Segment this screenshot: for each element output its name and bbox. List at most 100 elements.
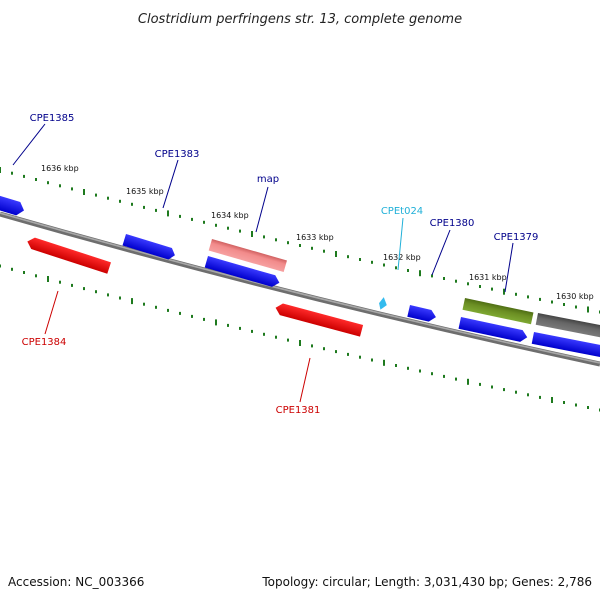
inner-tick-minor: [227, 323, 229, 327]
gene-right-blue[interactable]: [531, 332, 600, 358]
inner-tick-minor: [491, 385, 493, 389]
outer-tick-major: [503, 288, 505, 295]
tick-label-1635: 1635 kbp: [126, 187, 164, 196]
outer-tick-minor: [299, 244, 301, 247]
gene-CPE1384[interactable]: [25, 236, 111, 274]
outer-tick-minor: [143, 205, 145, 209]
tick-label-1634: 1634 kbp: [211, 211, 249, 220]
inner-tick-minor: [83, 287, 85, 291]
genome-backbone: [0, 211, 600, 367]
outer-tick-minor: [515, 292, 517, 296]
inner-tick-major: [215, 319, 217, 326]
outer-tick-minor: [359, 258, 361, 261]
gene-CPE1383[interactable]: [122, 234, 176, 261]
gene-labels: CPE1385 CPE1383 map CPEt024 CPE1380 CPE1…: [22, 113, 539, 416]
outer-tick-minor: [395, 266, 397, 270]
gene-CPEt024[interactable]: [378, 296, 389, 311]
outer-tick-minor: [287, 241, 289, 245]
gene-right-band[interactable]: [535, 313, 600, 339]
gene-map-band[interactable]: [208, 239, 287, 273]
outer-tick-major: [587, 306, 589, 313]
inner-tick-minor: [167, 308, 169, 312]
gene-label-CPE1385[interactable]: CPE1385: [30, 113, 75, 124]
outer-tick-minor: [107, 196, 109, 200]
inner-tick-minor: [143, 302, 145, 306]
outer-tick-minor: [431, 274, 433, 278]
inner-tick-minor: [323, 347, 325, 351]
gene-label-CPEt024[interactable]: CPEt024: [381, 206, 423, 217]
outer-tick-minor: [71, 187, 73, 191]
gene-CPE1381[interactable]: [274, 302, 364, 337]
outer-tick-minor: [35, 178, 37, 181]
map-title: Clostridium perfringens str. 13, complet…: [138, 12, 462, 27]
outer-tick-track: [0, 167, 600, 314]
outer-tick-minor: [59, 184, 61, 188]
tick-label-1630: 1630 kbp: [556, 292, 594, 301]
inner-tick-minor: [563, 401, 565, 404]
outer-tick-minor: [215, 223, 217, 227]
outer-tick-major: [251, 231, 253, 237]
gene-label-CPE1381[interactable]: CPE1381: [276, 405, 321, 416]
gene-label-map[interactable]: map: [257, 174, 279, 185]
gene-label-CPE1379[interactable]: CPE1379: [494, 232, 539, 243]
outer-tick-minor: [575, 305, 577, 309]
outer-tick-minor: [563, 303, 565, 306]
gene-CPE1385[interactable]: [0, 193, 26, 217]
outer-tick-major: [0, 167, 1, 173]
outer-tick-minor: [227, 226, 229, 230]
inner-tick-minor: [443, 374, 445, 378]
inner-tick-minor: [527, 393, 529, 397]
outer-tick-major: [83, 189, 85, 195]
outer-tick-minor: [263, 235, 265, 239]
gene-label-CPE1380[interactable]: CPE1380: [430, 218, 475, 229]
outer-tick-minor: [239, 229, 241, 233]
inner-tick-minor: [479, 382, 481, 386]
inner-tick-major: [299, 340, 301, 346]
gene-map[interactable]: [204, 256, 281, 288]
outer-tick-minor: [155, 208, 157, 212]
inner-tick-minor: [395, 364, 397, 367]
inner-tick-minor: [347, 352, 349, 356]
outer-tick-minor: [467, 282, 469, 286]
outer-tick-minor: [191, 217, 193, 221]
forward-strand-features: [0, 193, 600, 358]
inner-tick-minor: [515, 390, 517, 394]
gene-label-CPE1383[interactable]: CPE1383: [155, 149, 200, 160]
outer-tick-minor: [455, 279, 457, 283]
inner-tick-minor: [35, 274, 37, 278]
label-leaders: [12, 123, 514, 403]
genome-summary-text: Topology: circular; Length: 3,031,430 bp…: [261, 575, 592, 589]
gene-CPE1379-band[interactable]: [462, 298, 534, 325]
tick-label-1632: 1632 kbp: [383, 253, 421, 262]
outer-tick-minor: [203, 220, 205, 224]
inner-tick-minor: [155, 305, 157, 309]
inner-tick-minor: [371, 358, 373, 362]
inner-tick-minor: [503, 388, 505, 392]
outer-tick-minor: [407, 269, 409, 272]
inner-tick-minor: [311, 344, 313, 348]
inner-tick-minor: [335, 350, 337, 354]
outer-tick-minor: [479, 285, 481, 288]
inner-tick-minor: [23, 271, 25, 274]
inner-tick-minor: [59, 280, 61, 284]
inner-tick-major: [467, 378, 469, 385]
inner-tick-minor: [419, 369, 421, 373]
outer-tick-major: [419, 270, 421, 277]
inner-tick-minor: [539, 395, 541, 399]
inner-tick-minor: [407, 366, 409, 370]
gene-CPE1379[interactable]: [458, 317, 529, 343]
inner-tick-minor: [11, 267, 13, 271]
inner-tick-minor: [119, 296, 121, 300]
inner-tick-major: [551, 397, 553, 403]
outer-tick-minor: [47, 181, 49, 185]
gene-label-CPE1384[interactable]: CPE1384: [22, 337, 67, 348]
inner-tick-minor: [107, 293, 109, 297]
outer-tick-minor: [23, 174, 25, 178]
outer-tick-minor: [131, 202, 133, 206]
inner-tick-minor: [239, 326, 241, 330]
outer-tick-minor: [383, 263, 385, 267]
gene-CPE1380[interactable]: [407, 305, 437, 323]
inner-tick-minor: [587, 406, 589, 409]
outer-tick-minor: [539, 297, 541, 301]
